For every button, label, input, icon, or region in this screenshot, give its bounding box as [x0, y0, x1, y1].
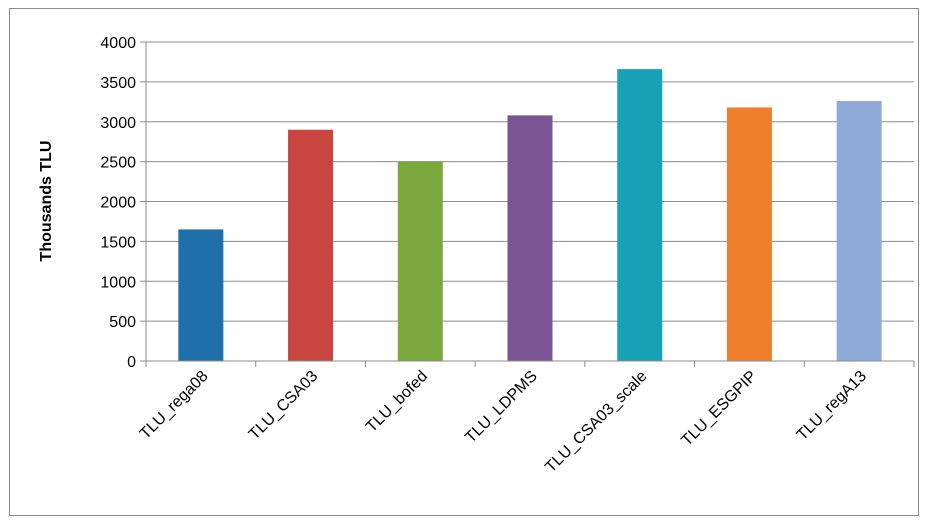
x-tick-label: TLU_regA13 — [794, 368, 870, 444]
axes — [140, 41, 915, 367]
y-tick-label: 1500 — [100, 234, 136, 251]
y-tick-label: 500 — [109, 314, 136, 331]
bar-TLU_rega08 — [178, 229, 224, 361]
x-tick-label: TLU_rega08 — [137, 368, 212, 443]
y-axis-title: Thousands TLU — [38, 141, 55, 262]
x-tick-label: TLU_CSA03 — [246, 368, 322, 444]
bar-TLU_bofed — [397, 161, 443, 361]
x-tick-label: TLU_CSA03_scale — [542, 368, 650, 476]
y-tick-label: 3000 — [100, 115, 136, 132]
bar-TLU_ESGPIP — [726, 107, 772, 362]
y-tick-label: 2000 — [100, 195, 136, 212]
x-tick-label: TLU_LDPMS — [462, 368, 541, 447]
y-tick-label: 3500 — [100, 75, 136, 92]
y-tick-label: 2500 — [100, 155, 136, 172]
bar-TLU_LDPMS — [507, 115, 553, 362]
y-tick-label: 1000 — [100, 274, 136, 291]
bar-TLU_regA13 — [836, 101, 882, 361]
bars — [178, 69, 882, 362]
x-tick-labels: TLU_rega08 TLU_CSA03 TLU_bofed TLU_LDPMS TLU… — [137, 368, 870, 476]
y-tick-label: 0 — [127, 354, 136, 371]
x-tick-label: TLU_bofed — [363, 368, 431, 436]
bar-TLU_CSA03 — [288, 129, 334, 361]
bar-TLU_CSA03_scale — [617, 69, 663, 362]
y-tick-labels: 0 500 1000 1500 2000 2500 3000 3500 4000 — [100, 35, 136, 371]
x-tick-label: TLU_ESGPIP — [678, 368, 760, 450]
y-tick-label: 4000 — [100, 35, 136, 52]
